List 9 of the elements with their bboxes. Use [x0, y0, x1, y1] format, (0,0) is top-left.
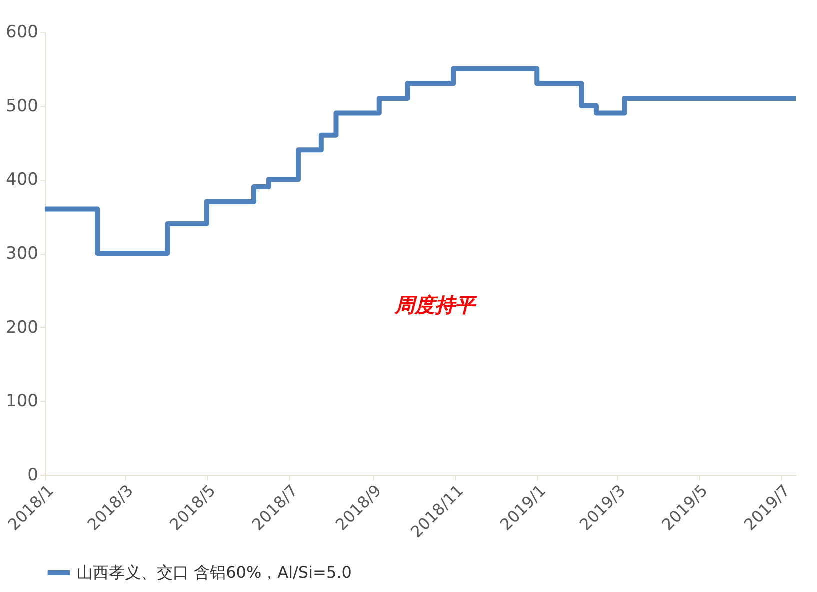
y-tick-label: 300	[6, 244, 38, 264]
annotation: 周度持平	[394, 293, 478, 317]
y-tick-label: 200	[6, 318, 38, 338]
y-tick-label: 100	[6, 392, 38, 412]
y-tick-label: 500	[6, 96, 38, 116]
legend-label: 山西孝义、交口 含铝60%，Al/Si=5.0	[77, 563, 352, 582]
y-tick-label: 600	[6, 22, 38, 42]
y-tick-label: 400	[6, 170, 38, 190]
y-tick-label: 0	[28, 466, 38, 486]
